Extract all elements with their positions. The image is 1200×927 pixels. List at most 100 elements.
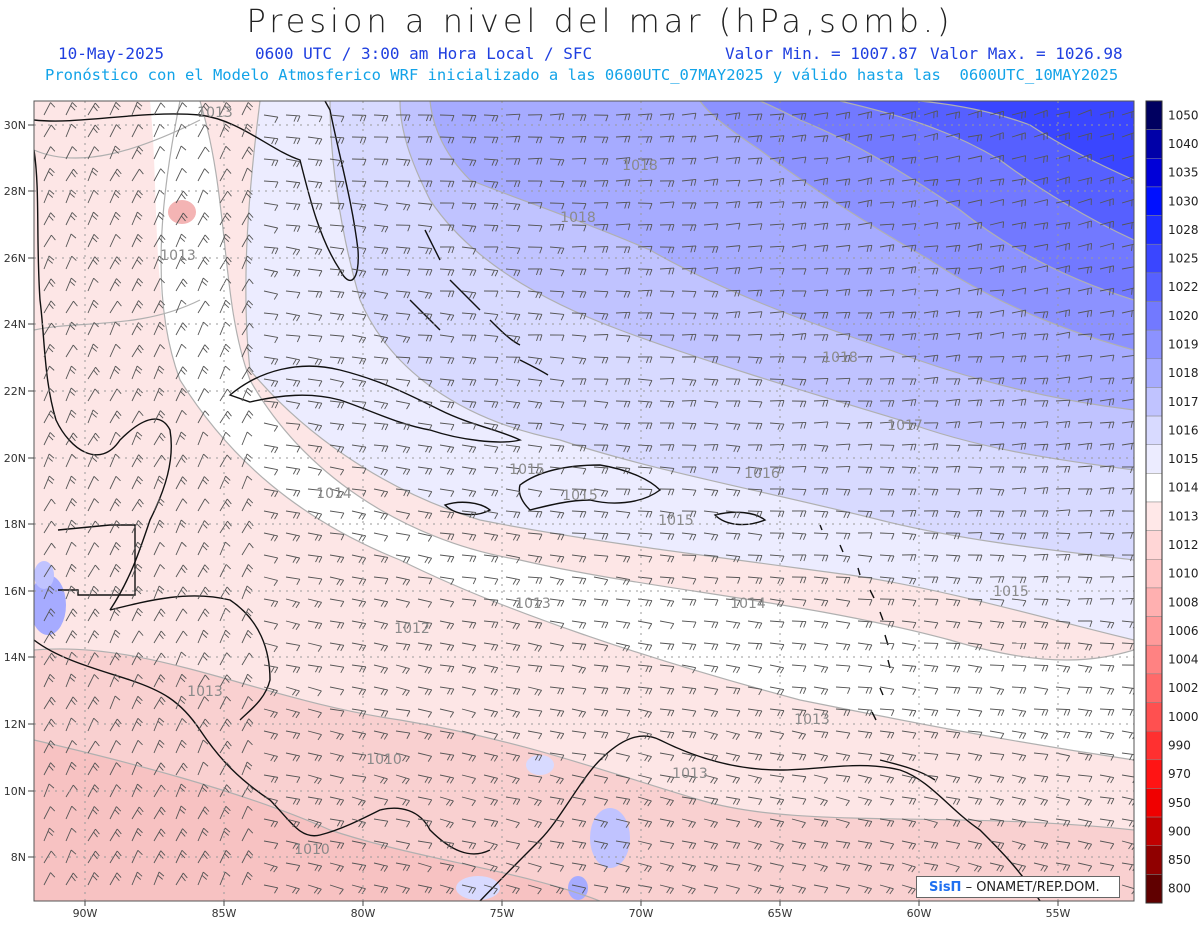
wind-barb-shaft xyxy=(241,696,249,710)
wind-barb-shaft xyxy=(857,443,873,446)
wind-barb-flag xyxy=(886,887,891,894)
wind-barb-flag xyxy=(317,822,322,829)
wind-barb-flag xyxy=(225,501,230,508)
wind-barb-shaft xyxy=(263,422,278,427)
wind-barb-flag xyxy=(844,355,847,363)
wind-barb-flag xyxy=(864,820,869,827)
wind-barb-shaft xyxy=(65,123,72,138)
wind-barb-flag xyxy=(624,179,627,187)
wind-barb-shaft xyxy=(43,850,52,864)
wind-barb-flag xyxy=(714,556,719,563)
wind-barb-flag xyxy=(690,268,693,275)
wind-barb-flag xyxy=(1066,688,1071,695)
wind-barb-flag xyxy=(223,126,230,132)
wind-barb-flag xyxy=(1107,688,1111,695)
wind-barb-shaft xyxy=(593,862,608,868)
wind-barb-flag xyxy=(72,608,78,614)
wind-barb-flag xyxy=(340,248,345,255)
colorbar-label: 1050 xyxy=(1168,108,1199,122)
wind-barb-flag xyxy=(471,712,476,719)
wind-barb-shaft xyxy=(461,862,476,868)
wind-barb-flag xyxy=(867,888,872,895)
wind-barb-flag xyxy=(579,599,583,607)
wind-barb-shaft xyxy=(43,453,50,468)
wind-barb-flag xyxy=(1107,709,1111,716)
wind-barb-shaft xyxy=(395,664,410,670)
wind-barb-flag xyxy=(626,799,631,806)
wind-barb-flag xyxy=(671,135,675,143)
wind-barb-flag xyxy=(799,621,803,628)
wind-barb-flag xyxy=(494,644,499,651)
wind-barb-flag xyxy=(226,674,232,680)
wind-barb-flag xyxy=(160,234,166,241)
wind-barb-flag xyxy=(225,343,231,349)
wind-barb-shaft xyxy=(153,871,160,886)
wind-barb-flag xyxy=(428,248,433,255)
wind-barb-flag xyxy=(137,501,142,508)
wind-barb-flag xyxy=(517,291,521,298)
wind-barb-shaft xyxy=(1077,553,1093,556)
wind-barb-shaft xyxy=(703,752,718,757)
wind-barb-flag xyxy=(180,783,187,789)
wind-barb-flag xyxy=(561,159,565,166)
wind-barb-flag xyxy=(668,444,671,451)
wind-barb-flag xyxy=(956,710,961,717)
wind-barb-flag xyxy=(1046,155,1049,163)
wind-barb-flag xyxy=(557,247,561,254)
wind-barb-flag xyxy=(72,630,78,636)
colorbar-label: 990 xyxy=(1168,738,1191,752)
wind-barb-shaft xyxy=(241,431,248,446)
wind-barb-shaft xyxy=(923,686,938,690)
wind-barb-flag xyxy=(135,104,142,110)
wind-barb-flag xyxy=(1066,799,1071,806)
wind-barb-shaft xyxy=(65,168,74,182)
wind-barb-flag xyxy=(1046,265,1049,273)
wind-barb-flag xyxy=(247,608,254,614)
wind-barb-flag xyxy=(381,314,385,321)
isobar-label: 1010 xyxy=(366,752,402,768)
wind-barb-flag xyxy=(825,268,829,275)
wind-barb-flag xyxy=(605,246,609,253)
wind-barb-flag xyxy=(71,435,76,442)
wind-barb-shaft xyxy=(153,410,161,424)
wind-barb-shaft xyxy=(1077,309,1092,314)
wind-barb-shaft xyxy=(351,818,366,823)
wind-barb-flag xyxy=(1019,642,1023,650)
wind-barb-shaft xyxy=(945,642,961,645)
wind-barb-shaft xyxy=(1077,796,1092,801)
wind-barb-flag xyxy=(363,115,367,122)
wind-barb-flag xyxy=(955,112,957,120)
wind-barb-flag xyxy=(293,490,297,497)
wind-barb-shaft xyxy=(1077,287,1092,292)
wind-barb-flag xyxy=(225,541,231,547)
wind-barb-flag xyxy=(70,501,76,507)
wind-barb-flag xyxy=(844,312,847,319)
wind-barb-shaft xyxy=(109,629,116,644)
wind-barb-flag xyxy=(180,677,186,683)
wind-barb-flag xyxy=(292,798,297,805)
wind-barb-flag xyxy=(1112,288,1115,295)
wind-barb-flag xyxy=(336,799,341,805)
wind-barb-flag xyxy=(317,778,322,785)
wind-barb-flag xyxy=(1065,310,1067,317)
wind-barb-flag xyxy=(648,380,653,387)
wind-barb-flag xyxy=(137,278,144,284)
wind-barb-flag xyxy=(821,445,825,452)
wind-barb-flag xyxy=(450,623,455,630)
wind-barb-flag xyxy=(49,475,55,481)
wind-barb-flag xyxy=(340,469,345,476)
wind-barb-flag xyxy=(296,446,301,453)
wind-barb-flag xyxy=(693,202,697,210)
wind-barb-flag xyxy=(868,709,873,717)
wind-barb-flag xyxy=(71,875,76,882)
wind-barb-shaft xyxy=(285,598,300,603)
wind-barb-flag xyxy=(248,828,254,834)
wind-barb-flag xyxy=(337,181,341,188)
wind-barb-flag xyxy=(953,555,957,562)
wind-barb-shaft xyxy=(989,554,1005,557)
wind-barb-flag xyxy=(472,248,477,255)
wind-barb-flag xyxy=(115,740,121,746)
wind-barb-shaft xyxy=(131,563,138,578)
wind-barb-flag xyxy=(1066,666,1071,673)
wind-barb-shaft xyxy=(175,651,182,666)
